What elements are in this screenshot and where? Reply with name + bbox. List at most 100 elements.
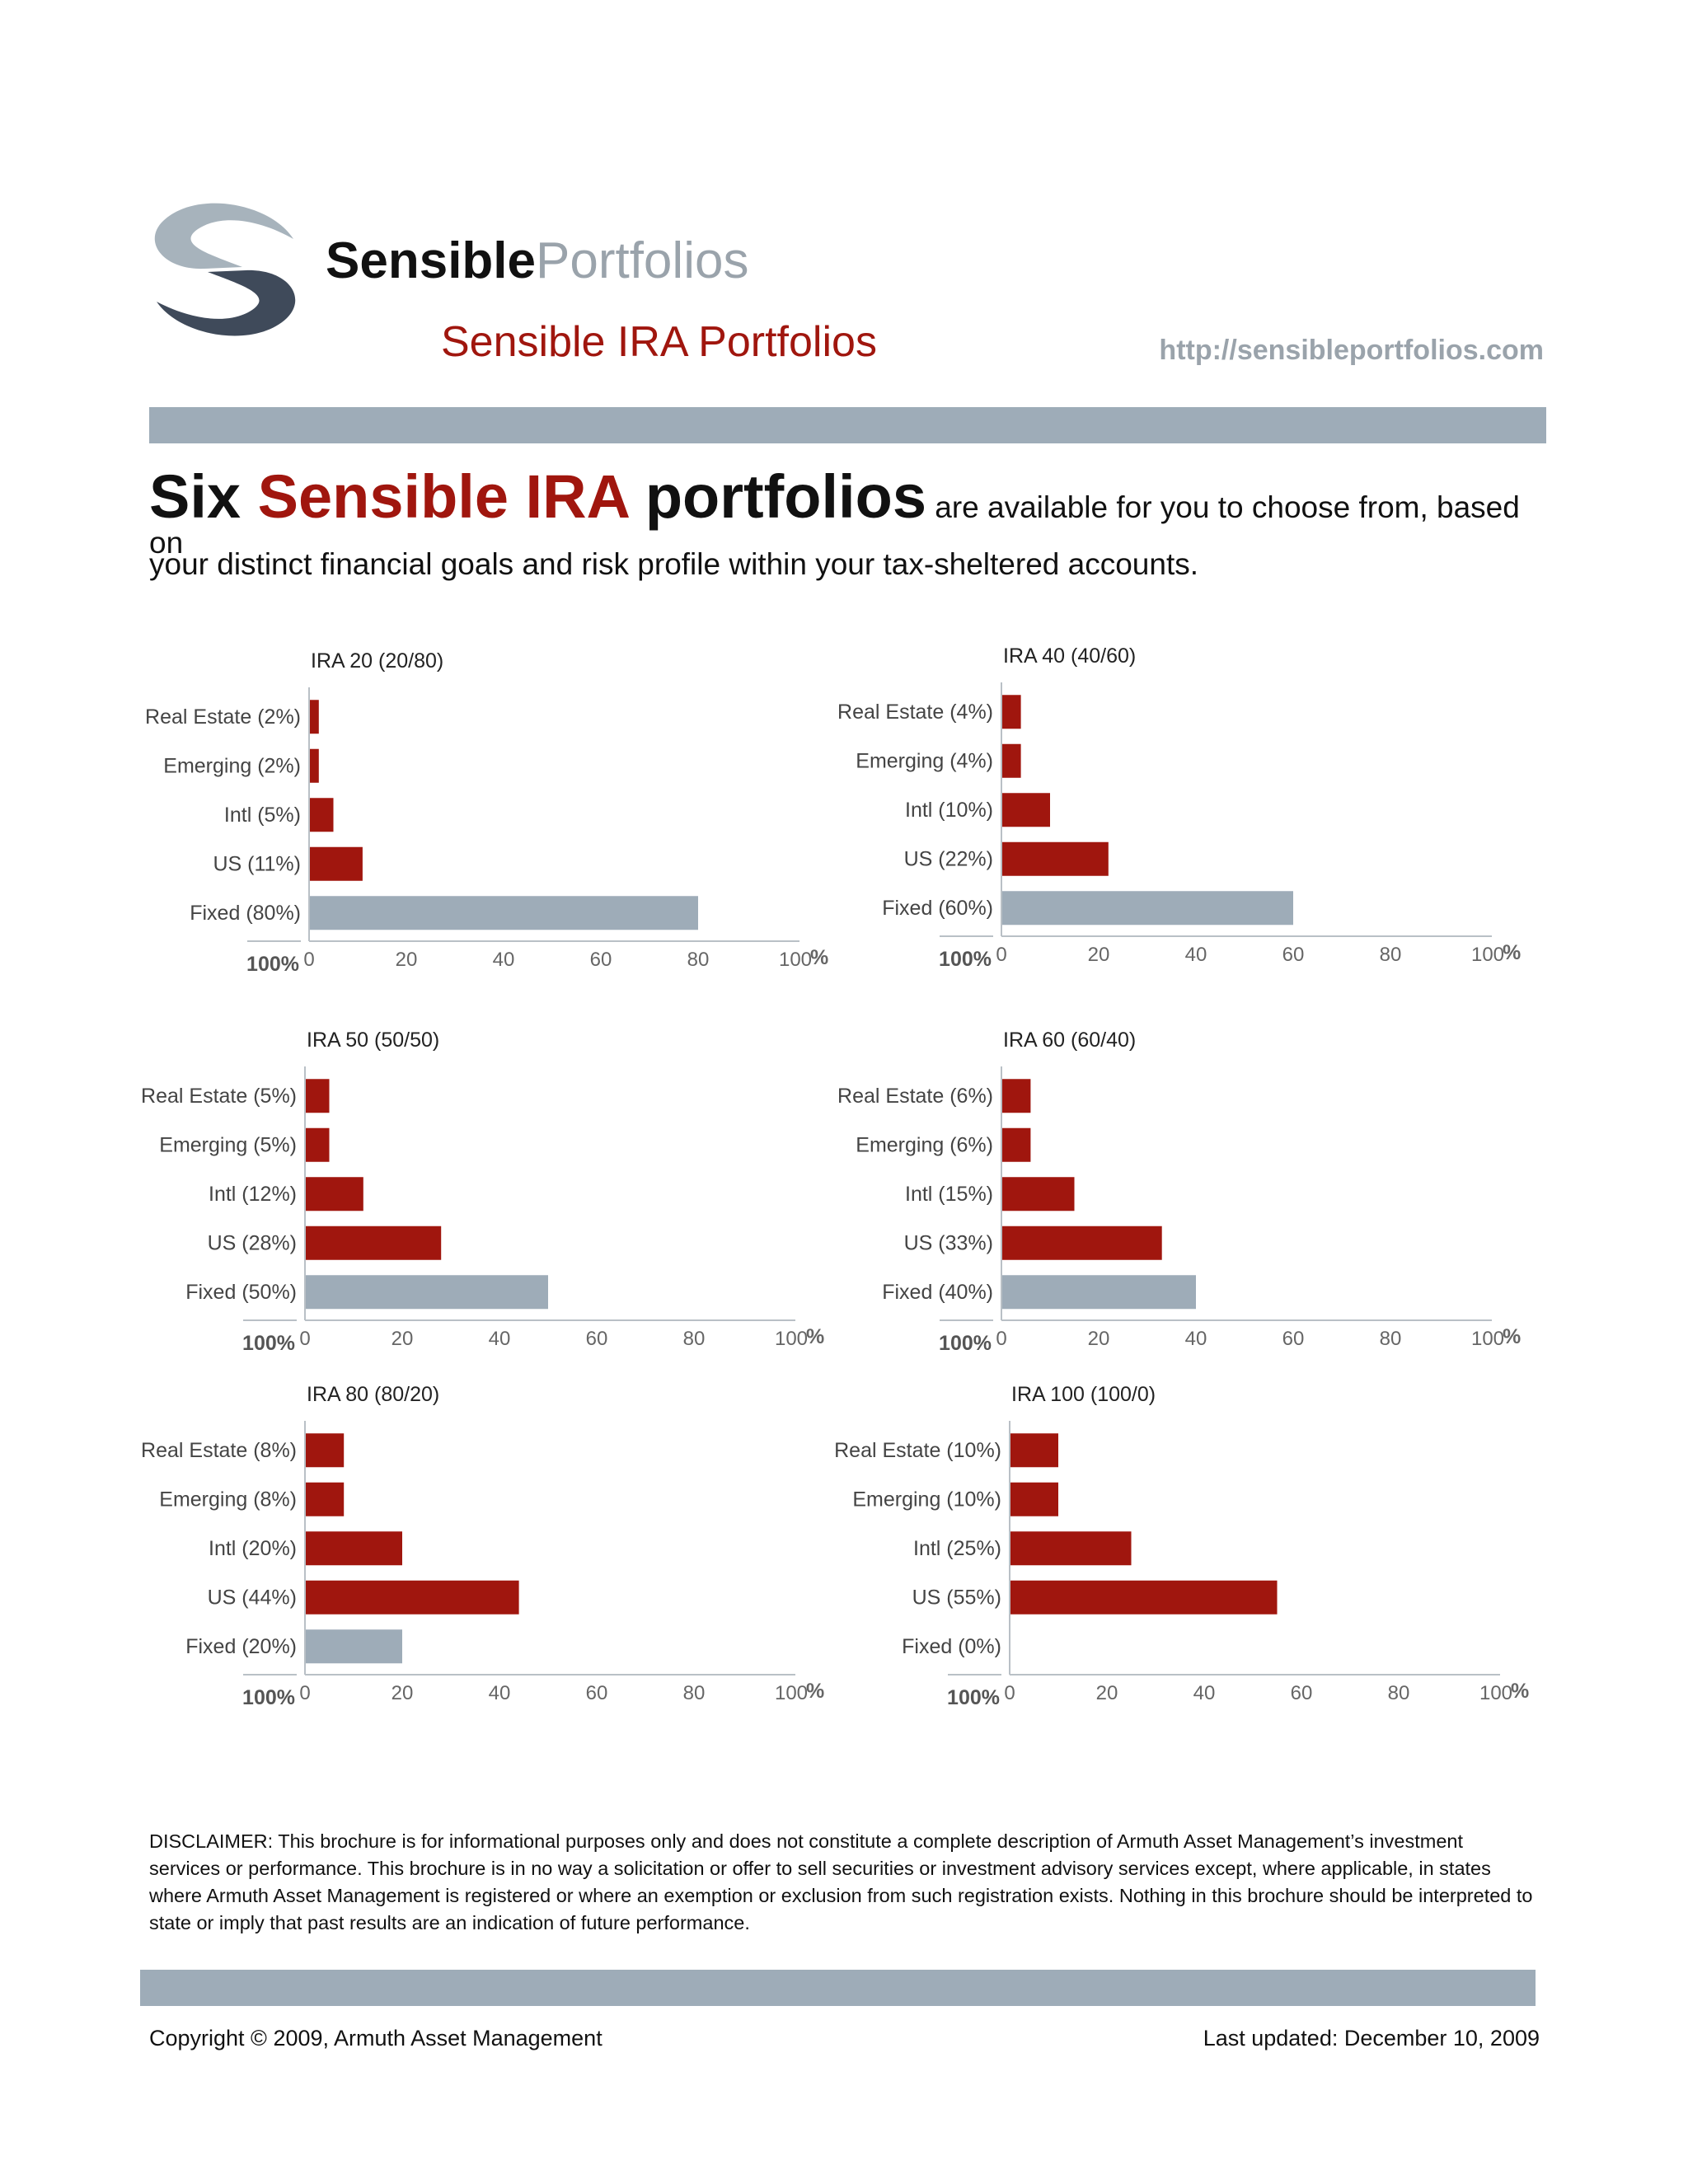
x-tick-label: 100	[1479, 1682, 1512, 1704]
total-label: 100%	[242, 1332, 295, 1355]
bar	[1002, 1226, 1162, 1260]
x-tick-label: 40	[1185, 944, 1207, 966]
chart-title: IRA 50 (50/50)	[307, 1029, 439, 1052]
bar	[1002, 695, 1021, 729]
x-tick-label: 60	[590, 949, 612, 971]
category-label: Emerging (2%)	[163, 754, 301, 777]
bar	[1010, 1531, 1132, 1566]
x-tick-label: 100	[775, 1682, 808, 1704]
x-tick-label: 80	[1380, 944, 1402, 966]
x-tick-label: 100	[1471, 1328, 1504, 1350]
bar	[306, 1433, 345, 1468]
bar	[306, 1127, 330, 1162]
chart-svg: IRA 40 (40/60) Real Estate (4%) Emerging (…	[837, 644, 1521, 971]
x-tick-label: 60	[1282, 944, 1305, 966]
x-unit-label: %	[806, 1680, 824, 1703]
headline-rest: are available for you to choose from, ba…	[149, 490, 1520, 560]
chart-title: IRA 20 (20/80)	[311, 649, 443, 673]
x-tick-label: 80	[1380, 1328, 1402, 1350]
bar	[306, 1531, 402, 1566]
header-divider-bar	[149, 407, 1546, 443]
x-unit-label: %	[1503, 1325, 1521, 1348]
x-tick-label: 60	[1291, 1682, 1313, 1704]
website-link[interactable]: http://sensibleportfolios.com	[1159, 335, 1544, 366]
bar	[310, 798, 334, 832]
bar	[1002, 1275, 1196, 1310]
x-unit-label: %	[806, 1325, 824, 1348]
x-tick-label: 100	[779, 949, 812, 971]
category-label: Fixed (50%)	[185, 1281, 297, 1304]
total-label: 100%	[939, 948, 992, 971]
x-tick-label: 20	[1088, 1328, 1110, 1350]
bar	[1002, 793, 1050, 827]
x-tick-label: 20	[1088, 944, 1110, 966]
sensible-portfolios-logo-icon	[154, 203, 296, 336]
headline-six: Six	[149, 462, 241, 531]
footer-divider-bar	[140, 1970, 1536, 2006]
chart-title: IRA 60 (60/40)	[1003, 1029, 1136, 1052]
bar	[1010, 1482, 1058, 1516]
x-tick-label: 0	[996, 944, 1006, 966]
category-label: Intl (25%)	[913, 1537, 1001, 1560]
category-label: Fixed (60%)	[882, 897, 993, 920]
category-label: US (33%)	[904, 1231, 993, 1254]
x-tick-label: 0	[299, 1328, 310, 1350]
x-tick-label: 20	[392, 1328, 414, 1350]
intro-line-2: your distinct financial goals and risk p…	[149, 547, 1199, 581]
bar	[306, 1275, 548, 1310]
category-label: Emerging (8%)	[159, 1488, 297, 1511]
category-label: Real Estate (6%)	[837, 1085, 993, 1108]
x-unit-label: %	[1511, 1680, 1529, 1703]
x-tick-label: 40	[489, 1328, 511, 1350]
x-tick-label: 20	[396, 949, 418, 971]
category-label: Emerging (5%)	[159, 1133, 297, 1156]
x-tick-label: 40	[489, 1682, 511, 1704]
disclaimer-text: DISCLAIMER: This brochure is for informa…	[149, 1830, 1533, 1933]
chart-title: IRA 100 (100/0)	[1011, 1383, 1156, 1406]
x-tick-label: 80	[1388, 1682, 1410, 1704]
category-label: Emerging (10%)	[852, 1488, 1001, 1511]
chart-svg: IRA 60 (60/40) Real Estate (6%) Emerging (…	[837, 1029, 1521, 1355]
chart-ira-80: IRA 80 (80/20) Real Estate (8%) Emerging (…	[128, 1376, 824, 1731]
bar	[306, 1177, 363, 1212]
chart-title: IRA 40 (40/60)	[1003, 644, 1136, 668]
chart-svg: IRA 50 (50/50) Real Estate (5%) Emerging (…	[141, 1029, 824, 1355]
bar	[310, 700, 319, 734]
category-label: Intl (10%)	[905, 799, 993, 822]
chart-ira-60: IRA 60 (60/40) Real Estate (6%) Emerging (…	[824, 1022, 1521, 1376]
x-unit-label: %	[810, 946, 828, 969]
intro-headline: Six Sensible IRA portfolios are availabl…	[149, 466, 1550, 560]
bar	[306, 1482, 345, 1516]
copyright-text: Copyright © 2009, Armuth Asset Managemen…	[149, 2026, 603, 2050]
chart-title: IRA 80 (80/20)	[307, 1383, 439, 1406]
chart-ira-40: IRA 40 (40/60) Real Estate (4%) Emerging (…	[824, 638, 1521, 992]
chart-svg: IRA 100 (100/0) Real Estate (10%) Emerging…	[834, 1383, 1529, 1709]
brand-name-light: Portfolios	[536, 232, 749, 289]
bar	[1002, 841, 1109, 876]
category-label: Real Estate (10%)	[834, 1439, 1001, 1462]
category-label: Emerging (4%)	[856, 749, 993, 772]
category-label: Fixed (40%)	[882, 1281, 993, 1304]
bar	[1002, 1177, 1075, 1212]
x-tick-label: 60	[586, 1682, 608, 1704]
bar	[1010, 1433, 1058, 1468]
x-tick-label: 40	[493, 949, 515, 971]
bar	[306, 1079, 330, 1113]
total-label: 100%	[242, 1686, 295, 1709]
x-tick-label: 100	[775, 1328, 808, 1350]
chart-svg: IRA 80 (80/20) Real Estate (8%) Emerging (…	[141, 1383, 824, 1709]
x-tick-label: 60	[1282, 1328, 1305, 1350]
chart-ira-50: IRA 50 (50/50) Real Estate (5%) Emerging (…	[128, 1022, 824, 1376]
bar	[310, 846, 363, 881]
x-tick-label: 80	[687, 949, 710, 971]
bar	[306, 1226, 442, 1260]
x-tick-label: 80	[683, 1328, 706, 1350]
x-tick-label: 0	[996, 1328, 1006, 1350]
category-label: US (28%)	[208, 1231, 297, 1254]
category-label: US (44%)	[208, 1586, 297, 1609]
bar	[306, 1580, 519, 1615]
bar	[310, 748, 319, 783]
category-label: US (22%)	[904, 847, 993, 870]
bar	[1002, 1079, 1031, 1113]
category-label: Real Estate (2%)	[145, 705, 301, 729]
